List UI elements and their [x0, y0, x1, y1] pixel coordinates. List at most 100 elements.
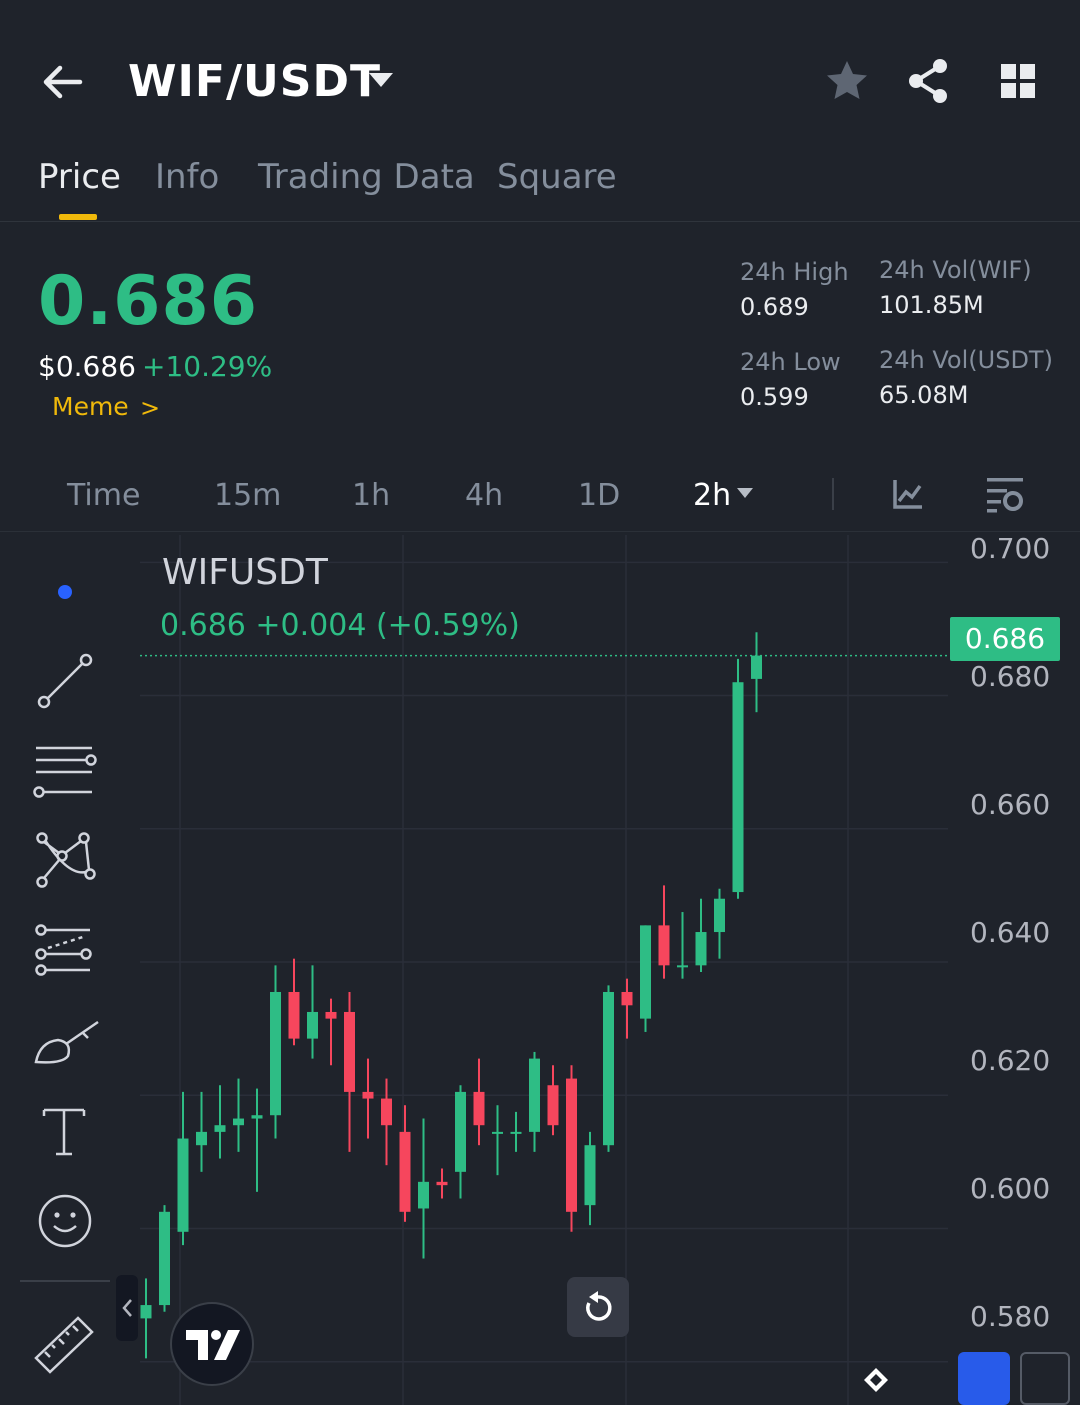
- high-value: 0.689: [740, 293, 809, 321]
- interval-4h[interactable]: 4h: [465, 478, 504, 513]
- candle-body: [159, 1211, 170, 1306]
- candle-body: [270, 991, 281, 1116]
- indicator-icon[interactable]: [890, 476, 926, 512]
- y-tick-label: 0.620: [970, 1044, 1051, 1077]
- candle-body: [233, 1118, 244, 1126]
- candle-body: [288, 991, 300, 1039]
- candle-body: [140, 1305, 152, 1319]
- low-value: 0.599: [740, 383, 809, 411]
- candle-body: [381, 1098, 392, 1126]
- y-tick-label: 0.580: [970, 1300, 1051, 1333]
- interval-time[interactable]: Time: [67, 478, 141, 513]
- back-arrow-icon[interactable]: [36, 56, 92, 108]
- vol-quote-label: 24h Vol(USDT): [879, 346, 1053, 374]
- tradingview-logo[interactable]: [170, 1302, 254, 1386]
- overlay-badge: [958, 1352, 1010, 1405]
- candle-body: [196, 1131, 207, 1146]
- interval-15m[interactable]: 15m: [214, 478, 282, 513]
- chevron-right-icon[interactable]: >: [140, 394, 161, 422]
- tradingview-logo-icon: [186, 1330, 240, 1360]
- tab-trading-data[interactable]: Trading Data: [258, 157, 475, 197]
- active-tab-indicator: [59, 214, 97, 220]
- ruler-icon[interactable]: [28, 1310, 100, 1374]
- candle-body: [399, 1131, 411, 1212]
- y-tick-label: 0.700: [970, 532, 1051, 565]
- trend-line-icon[interactable]: [28, 650, 100, 714]
- usd-price: $0.686: [38, 350, 136, 383]
- share-icon[interactable]: [903, 56, 953, 106]
- candle-body: [418, 1181, 429, 1209]
- chevron-left-icon: [122, 1299, 132, 1317]
- candle-body: [455, 1091, 466, 1172]
- reset-chart-button[interactable]: [567, 1277, 629, 1337]
- candle-body: [510, 1131, 522, 1134]
- pair-dropdown-icon[interactable]: [366, 66, 396, 94]
- chart-settings-icon[interactable]: [984, 474, 1026, 516]
- price-change-percent: +10.29%: [142, 350, 273, 383]
- binance-logo-icon: [864, 1368, 888, 1392]
- emoji-icon[interactable]: [28, 1188, 100, 1252]
- toolbar-separator: [20, 1280, 110, 1282]
- fib-tool-icon[interactable]: [28, 920, 100, 984]
- candle-body: [566, 1078, 577, 1212]
- candle-body: [584, 1145, 596, 1206]
- candle-body: [251, 1115, 263, 1119]
- reset-icon: [586, 1291, 612, 1321]
- candle-body: [307, 1011, 318, 1039]
- vol-base-label: 24h Vol(WIF): [879, 256, 1032, 284]
- candle-body: [677, 965, 688, 968]
- y-tick-label: 0.660: [970, 788, 1051, 821]
- candle-body: [436, 1181, 448, 1186]
- candle-body: [751, 655, 762, 679]
- star-icon[interactable]: [822, 56, 872, 106]
- candle-body: [547, 1085, 559, 1126]
- interval-1h[interactable]: 1h: [352, 478, 391, 513]
- collapse-toolbar-button[interactable]: [116, 1275, 138, 1341]
- low-label: 24h Low: [740, 348, 841, 376]
- candle-body: [658, 925, 670, 966]
- overlay-box: [1020, 1352, 1070, 1405]
- top-bar: WIF/USDT: [0, 0, 1080, 140]
- candle-body: [714, 898, 725, 933]
- candlestick-chart[interactable]: [0, 535, 1080, 1405]
- category-tag-link[interactable]: Meme: [52, 392, 129, 421]
- candle-body: [621, 991, 633, 1006]
- vol-base-value: 101.85M: [879, 291, 984, 319]
- grid-layout-icon[interactable]: [993, 56, 1043, 106]
- interval-2h[interactable]: 2h: [693, 478, 732, 513]
- chart-ohlc-readout: 0.686 +0.004 (+0.59%): [160, 608, 520, 643]
- tab-info[interactable]: Info: [155, 157, 220, 197]
- pattern-tool-icon[interactable]: [28, 828, 100, 892]
- last-price-tag: 0.686: [950, 617, 1060, 661]
- candle-body: [732, 682, 744, 893]
- candle-body: [695, 932, 707, 966]
- candle-body: [325, 1011, 337, 1019]
- interval-bar: Time 15m 1h 4h 1D 2h: [0, 460, 1080, 532]
- candle-body: [473, 1091, 485, 1126]
- candle-body: [344, 1011, 355, 1092]
- brush-icon[interactable]: [28, 1012, 100, 1076]
- candle-body: [640, 925, 651, 1019]
- candle-body: [492, 1131, 503, 1134]
- interval-1d[interactable]: 1D: [578, 478, 621, 513]
- y-tick-label: 0.640: [970, 916, 1051, 949]
- crosshair-dot-icon[interactable]: [57, 584, 73, 600]
- candle-body: [177, 1138, 189, 1232]
- last-price: 0.686: [38, 262, 259, 341]
- candle-body: [603, 991, 614, 1146]
- high-label: 24h High: [740, 258, 849, 286]
- pair-title[interactable]: WIF/USDT: [128, 56, 381, 107]
- main-tabs: Price Info Trading Data Square: [0, 145, 1080, 222]
- vol-quote-value: 65.08M: [879, 381, 969, 409]
- y-tick-label: 0.680: [970, 660, 1051, 693]
- tab-square[interactable]: Square: [497, 157, 617, 197]
- text-tool-icon[interactable]: [28, 1100, 100, 1164]
- tab-price[interactable]: Price: [38, 157, 121, 197]
- candle-body: [529, 1058, 540, 1132]
- y-tick-label: 0.600: [970, 1172, 1051, 1205]
- interval-divider: [832, 478, 834, 510]
- horizontal-lines-icon[interactable]: [28, 740, 100, 804]
- chart-symbol: WIFUSDT: [162, 552, 328, 593]
- interval-dropdown-icon[interactable]: [736, 486, 754, 500]
- candle-body: [214, 1125, 226, 1132]
